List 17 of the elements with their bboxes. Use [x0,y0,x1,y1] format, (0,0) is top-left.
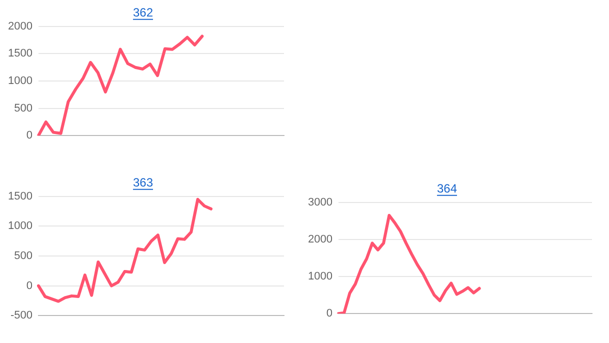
y-tick-label: 0 [26,130,32,142]
chart-title: 362 [132,6,154,20]
y-tick-label: -500 [10,310,32,322]
y-tick-label: 1000 [308,270,332,283]
y-tick-label: 1500 [8,48,32,60]
y-tick-label: 1500 [8,190,32,202]
y-tick-label: 3000 [308,196,332,208]
y-tick-label: 0 [326,308,332,320]
y-tick-label: 0 [26,280,32,292]
y-tick-label: 2000 [8,20,32,32]
chart-title: 364 [436,182,458,196]
y-tick-label: 1000 [8,220,32,232]
y-tick-label: 500 [14,250,32,262]
y-tick-label: 500 [14,102,32,114]
chart-title: 363 [132,176,154,190]
y-tick-label: 2000 [308,234,332,246]
y-tick-label: 1000 [8,75,32,88]
